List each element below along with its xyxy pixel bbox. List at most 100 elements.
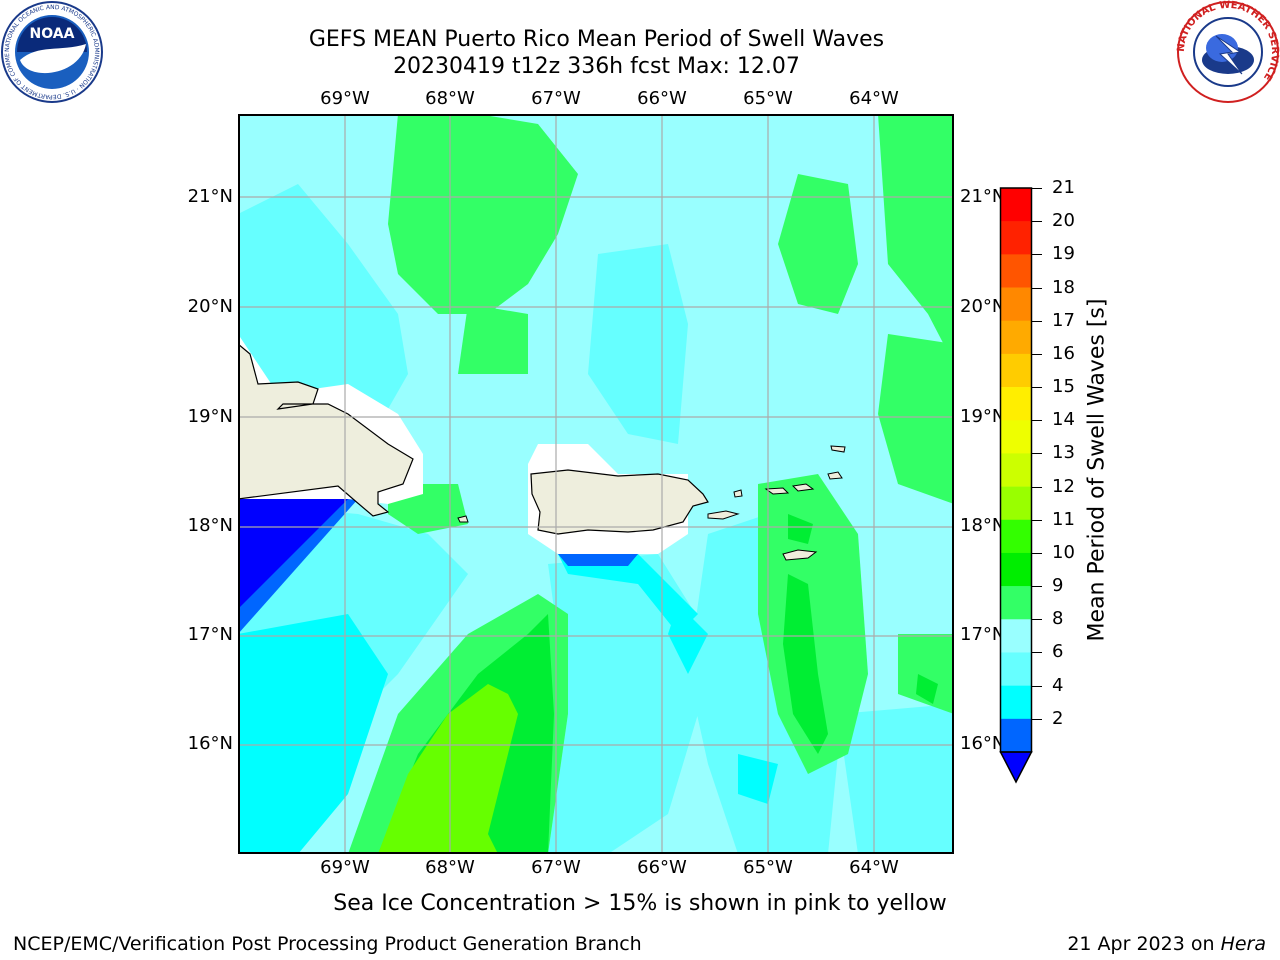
colorbar-tick-label: 12 bbox=[1052, 475, 1075, 497]
lat-label-right: 16°N bbox=[960, 733, 1006, 754]
colorbar-segment bbox=[1000, 387, 1032, 421]
lon-label-bottom: 69°W bbox=[320, 857, 370, 878]
colorbar-segment bbox=[1000, 685, 1032, 720]
lon-label-top: 66°W bbox=[637, 88, 687, 109]
colorbar-segment bbox=[1000, 619, 1032, 653]
colorbar-tick-mark bbox=[1032, 287, 1042, 289]
colorbar-segment bbox=[1000, 353, 1032, 388]
colorbar-tick-label: 15 bbox=[1052, 376, 1075, 398]
colorbar-tick-label: 13 bbox=[1052, 442, 1075, 464]
lat-label-left: 19°N bbox=[187, 406, 233, 427]
date-text: 21 Apr 2023 on bbox=[1067, 933, 1221, 955]
forecast-info: 20230419 t12z 336h fcst Max: 12.07 bbox=[393, 54, 800, 79]
colorbar-tick-label: 4 bbox=[1052, 674, 1064, 696]
field-band-10-11s bbox=[916, 674, 938, 704]
colorbar-tick-mark bbox=[1032, 552, 1042, 554]
lon-label-bottom: 68°W bbox=[425, 857, 475, 878]
field-band-9-10s bbox=[758, 474, 868, 774]
colorbar-tick-mark bbox=[1032, 420, 1042, 422]
lat-label-left: 21°N bbox=[187, 186, 233, 207]
field-band-4-6s bbox=[558, 554, 698, 634]
colorbar-segments bbox=[999, 188, 1033, 784]
colorbar-tick-label: 10 bbox=[1052, 541, 1075, 563]
colorbar-tick-mark bbox=[1032, 453, 1042, 455]
nws-logo: NATIONAL WEATHER SERVICE bbox=[1176, 0, 1280, 103]
lat-label-left: 16°N bbox=[187, 733, 233, 754]
colorbar-tick-label: 9 bbox=[1052, 575, 1064, 597]
lon-label-top: 68°W bbox=[425, 88, 475, 109]
colorbar-tick-label: 19 bbox=[1052, 243, 1075, 265]
lat-label-left: 17°N bbox=[187, 624, 233, 645]
land-anegada bbox=[830, 445, 846, 453]
field-band-6-8s bbox=[238, 184, 408, 444]
lon-label-bottom: 66°W bbox=[637, 857, 687, 878]
colorbar-tick-label: 8 bbox=[1052, 608, 1064, 630]
colorbar-segment bbox=[1000, 552, 1032, 587]
producer-credit: NCEP/EMC/Verification Post Processing Pr… bbox=[13, 933, 642, 955]
field-band-9-10s bbox=[898, 634, 954, 714]
generation-date: 21 Apr 2023 on Hera bbox=[1067, 933, 1266, 955]
colorbar-tick-mark bbox=[1032, 685, 1042, 687]
colorbar-tick-label: 2 bbox=[1052, 707, 1064, 729]
field-band-10-11s bbox=[788, 514, 813, 544]
colorbar-segment bbox=[1000, 652, 1032, 686]
land-virgin-islands bbox=[733, 471, 843, 498]
colorbar-segment bbox=[1000, 486, 1032, 521]
colorbar-tick-label: 6 bbox=[1052, 641, 1064, 663]
colorbar-segment bbox=[1000, 221, 1032, 255]
lat-label-left: 18°N bbox=[187, 515, 233, 536]
lat-label-left: 20°N bbox=[187, 296, 233, 317]
colorbar-segment bbox=[1000, 420, 1032, 454]
colorbar-border bbox=[999, 187, 1033, 753]
colorbar-tick-mark bbox=[1032, 387, 1042, 389]
field-band-9-10s bbox=[878, 334, 954, 504]
graticule bbox=[238, 114, 954, 854]
swell-period-map bbox=[238, 114, 954, 854]
colorbar-tick-mark bbox=[1032, 188, 1042, 189]
svg-text:NOAA: NOAA bbox=[30, 26, 75, 42]
lon-label-bottom: 64°W bbox=[849, 857, 899, 878]
colorbar-tick-label: 20 bbox=[1052, 210, 1075, 232]
field-band-4-6s bbox=[668, 604, 708, 674]
colorbar-segment bbox=[1000, 287, 1032, 322]
lat-label-right: 19°N bbox=[960, 406, 1006, 427]
field-band-6-8s bbox=[688, 514, 838, 854]
colorbar-title: Mean Period of Swell Waves [s] bbox=[1084, 298, 1110, 642]
lat-label-right: 17°N bbox=[960, 624, 1006, 645]
colorbar-tick-mark bbox=[1032, 652, 1042, 654]
lon-label-top: 65°W bbox=[743, 88, 793, 109]
field-band-6-8s bbox=[588, 244, 688, 444]
colorbar-tick-mark bbox=[1032, 353, 1042, 355]
field-band-6-8s bbox=[548, 554, 708, 854]
land-mona bbox=[457, 515, 469, 523]
land-puerto-rico bbox=[530, 469, 709, 535]
sea-ice-note: Sea Ice Concentration > 15% is shown in … bbox=[333, 891, 947, 916]
field-band-11-12s bbox=[378, 684, 518, 854]
lat-label-right: 18°N bbox=[960, 515, 1006, 536]
colorbar-tick-mark bbox=[1032, 519, 1042, 521]
field-band-9-10s bbox=[458, 304, 528, 374]
lon-label-top: 69°W bbox=[320, 88, 370, 109]
lat-label-right: 21°N bbox=[960, 186, 1006, 207]
colorbar-tick-mark bbox=[1032, 320, 1042, 322]
colorbar-tick-mark bbox=[1032, 586, 1042, 588]
colorbar-tick-mark bbox=[1032, 221, 1042, 223]
colorbar-tick-label: 21 bbox=[1052, 177, 1075, 198]
colorbar-tick-mark bbox=[1032, 718, 1042, 720]
field-band-9-10s bbox=[878, 114, 954, 364]
host-name: Hera bbox=[1220, 933, 1266, 955]
colorbar-tick-label: 11 bbox=[1052, 508, 1075, 530]
colorbar-tick-label: 17 bbox=[1052, 309, 1075, 331]
colorbar-segment bbox=[1000, 188, 1032, 222]
field-band-9-10s bbox=[778, 174, 858, 314]
noaa-logo: NOAA NATIONAL OCEANIC AND ATMOSPHERIC AD… bbox=[0, 0, 103, 103]
land-hispaniola bbox=[238, 343, 414, 517]
colorbar-segment bbox=[1000, 718, 1032, 753]
colorbar-tick-mark bbox=[1032, 619, 1042, 621]
lon-label-top: 67°W bbox=[531, 88, 581, 109]
colorbar-underflow-arrow bbox=[999, 751, 1033, 784]
lon-label-bottom: 65°W bbox=[743, 857, 793, 878]
colorbar-segment bbox=[1000, 320, 1032, 355]
colorbar-segment bbox=[1000, 586, 1032, 620]
colorbar-tick-mark bbox=[1032, 254, 1042, 256]
